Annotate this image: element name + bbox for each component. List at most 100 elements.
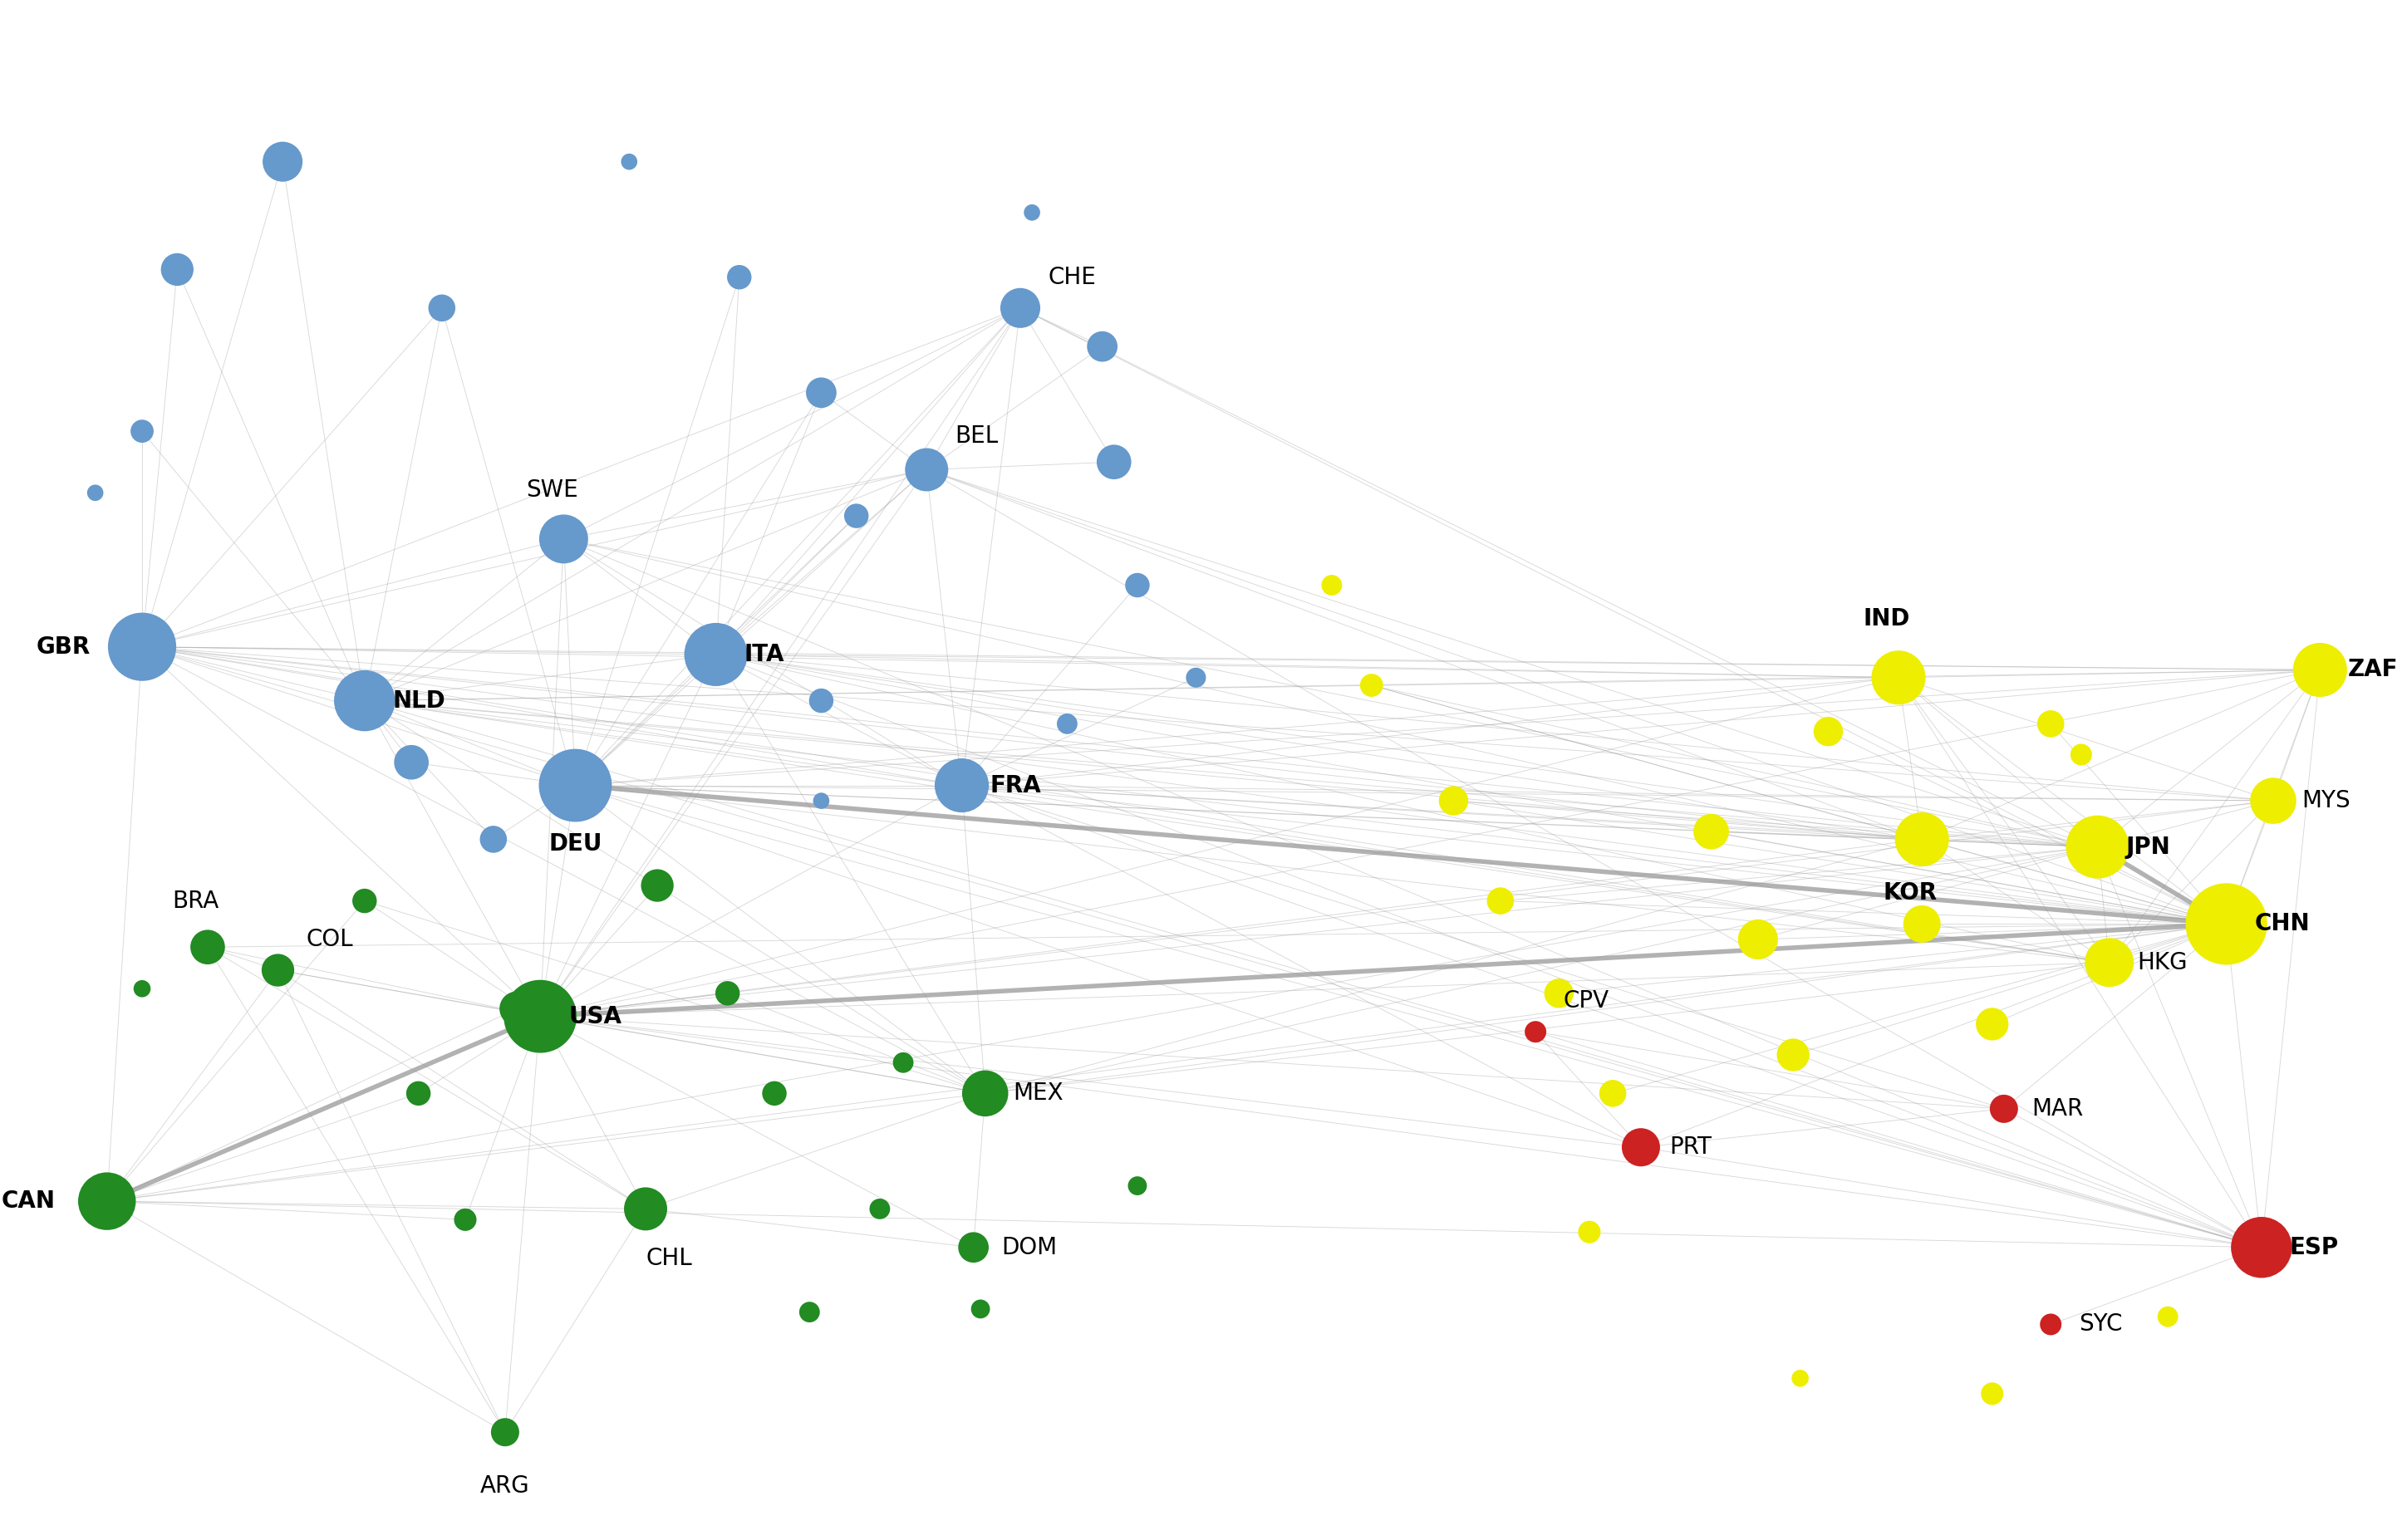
Point <box>1974 1381 2012 1406</box>
Text: ITA: ITA <box>744 642 785 667</box>
Text: CHE: CHE <box>1049 265 1098 290</box>
Point <box>392 750 431 775</box>
Point <box>1902 827 1940 852</box>
Point <box>1013 200 1052 225</box>
Point <box>123 976 161 1001</box>
Point <box>77 480 116 505</box>
Text: BEL: BEL <box>956 424 999 448</box>
Point <box>2089 950 2128 975</box>
Text: GBR: GBR <box>36 634 91 659</box>
Point <box>2063 742 2101 767</box>
Text: ZAF: ZAF <box>2349 658 2397 682</box>
Point <box>2301 658 2340 682</box>
Text: MAR: MAR <box>2032 1096 2084 1121</box>
Point <box>638 873 676 898</box>
Point <box>556 773 595 798</box>
Text: USA: USA <box>568 1004 621 1029</box>
Point <box>123 634 161 659</box>
Point <box>953 1235 992 1260</box>
Point <box>1774 1043 1812 1067</box>
Point <box>838 504 876 528</box>
Point <box>344 889 383 913</box>
Point <box>2253 788 2291 813</box>
Point <box>2032 711 2070 736</box>
Point <box>344 688 383 713</box>
Point <box>1083 334 1122 359</box>
Point <box>1435 788 1473 813</box>
Point <box>696 642 734 667</box>
Text: ESP: ESP <box>2289 1235 2340 1260</box>
Point <box>802 688 840 713</box>
Text: FRA: FRA <box>989 773 1042 798</box>
Point <box>188 935 226 959</box>
Point <box>1692 819 1731 844</box>
Point <box>262 149 301 174</box>
Point <box>2032 1312 2070 1337</box>
Point <box>609 149 647 174</box>
Point <box>1593 1081 1632 1106</box>
Text: DEU: DEU <box>549 832 602 856</box>
Text: CHL: CHL <box>645 1246 693 1270</box>
Point <box>2207 912 2246 936</box>
Text: CAN: CAN <box>2 1189 55 1214</box>
Point <box>1480 889 1519 913</box>
Point <box>1119 573 1158 598</box>
Point <box>1781 1366 1820 1391</box>
Point <box>1880 665 1918 690</box>
Text: CPV: CPV <box>1565 989 1610 1013</box>
Text: SWE: SWE <box>525 477 578 502</box>
Point <box>883 1050 922 1075</box>
Text: BRA: BRA <box>173 889 219 913</box>
Point <box>626 1197 664 1221</box>
Point <box>1312 573 1350 598</box>
Text: IND: IND <box>1863 607 1911 631</box>
Text: PRT: PRT <box>1668 1135 1711 1160</box>
Point <box>2243 1235 2282 1260</box>
Point <box>474 827 513 852</box>
Text: MEX: MEX <box>1013 1081 1064 1106</box>
Point <box>862 1197 900 1221</box>
Text: CHN: CHN <box>2255 912 2311 936</box>
Point <box>258 958 296 983</box>
Text: NLD: NLD <box>392 688 445 713</box>
Point <box>498 996 537 1021</box>
Point <box>123 419 161 444</box>
Point <box>1974 1012 2012 1036</box>
Point <box>544 527 582 551</box>
Point <box>159 257 197 282</box>
Text: MYS: MYS <box>2301 788 2349 813</box>
Point <box>1001 296 1040 320</box>
Point <box>1569 1220 1608 1244</box>
Point <box>1095 450 1134 474</box>
Point <box>1047 711 1086 736</box>
Point <box>1986 1096 2024 1121</box>
Point <box>1622 1135 1661 1160</box>
Text: KOR: KOR <box>1882 881 1938 906</box>
Point <box>2077 835 2116 859</box>
Point <box>720 265 758 290</box>
Point <box>708 981 746 1006</box>
Point <box>2149 1304 2188 1329</box>
Text: JPN: JPN <box>2125 835 2171 859</box>
Text: DOM: DOM <box>1001 1235 1057 1260</box>
Point <box>965 1081 1004 1106</box>
Text: SYC: SYC <box>2080 1312 2123 1337</box>
Point <box>1177 665 1216 690</box>
Point <box>87 1189 125 1214</box>
Point <box>520 1004 558 1029</box>
Point <box>789 1300 828 1324</box>
Point <box>907 457 946 482</box>
Point <box>1119 1173 1158 1198</box>
Text: COL: COL <box>306 927 354 952</box>
Point <box>944 773 982 798</box>
Point <box>400 1081 438 1106</box>
Point <box>1810 719 1849 744</box>
Point <box>445 1207 484 1232</box>
Point <box>486 1420 525 1445</box>
Point <box>1902 912 1940 936</box>
Point <box>802 380 840 405</box>
Point <box>1540 981 1579 1006</box>
Point <box>1738 927 1776 952</box>
Point <box>1516 1019 1555 1044</box>
Point <box>424 296 462 320</box>
